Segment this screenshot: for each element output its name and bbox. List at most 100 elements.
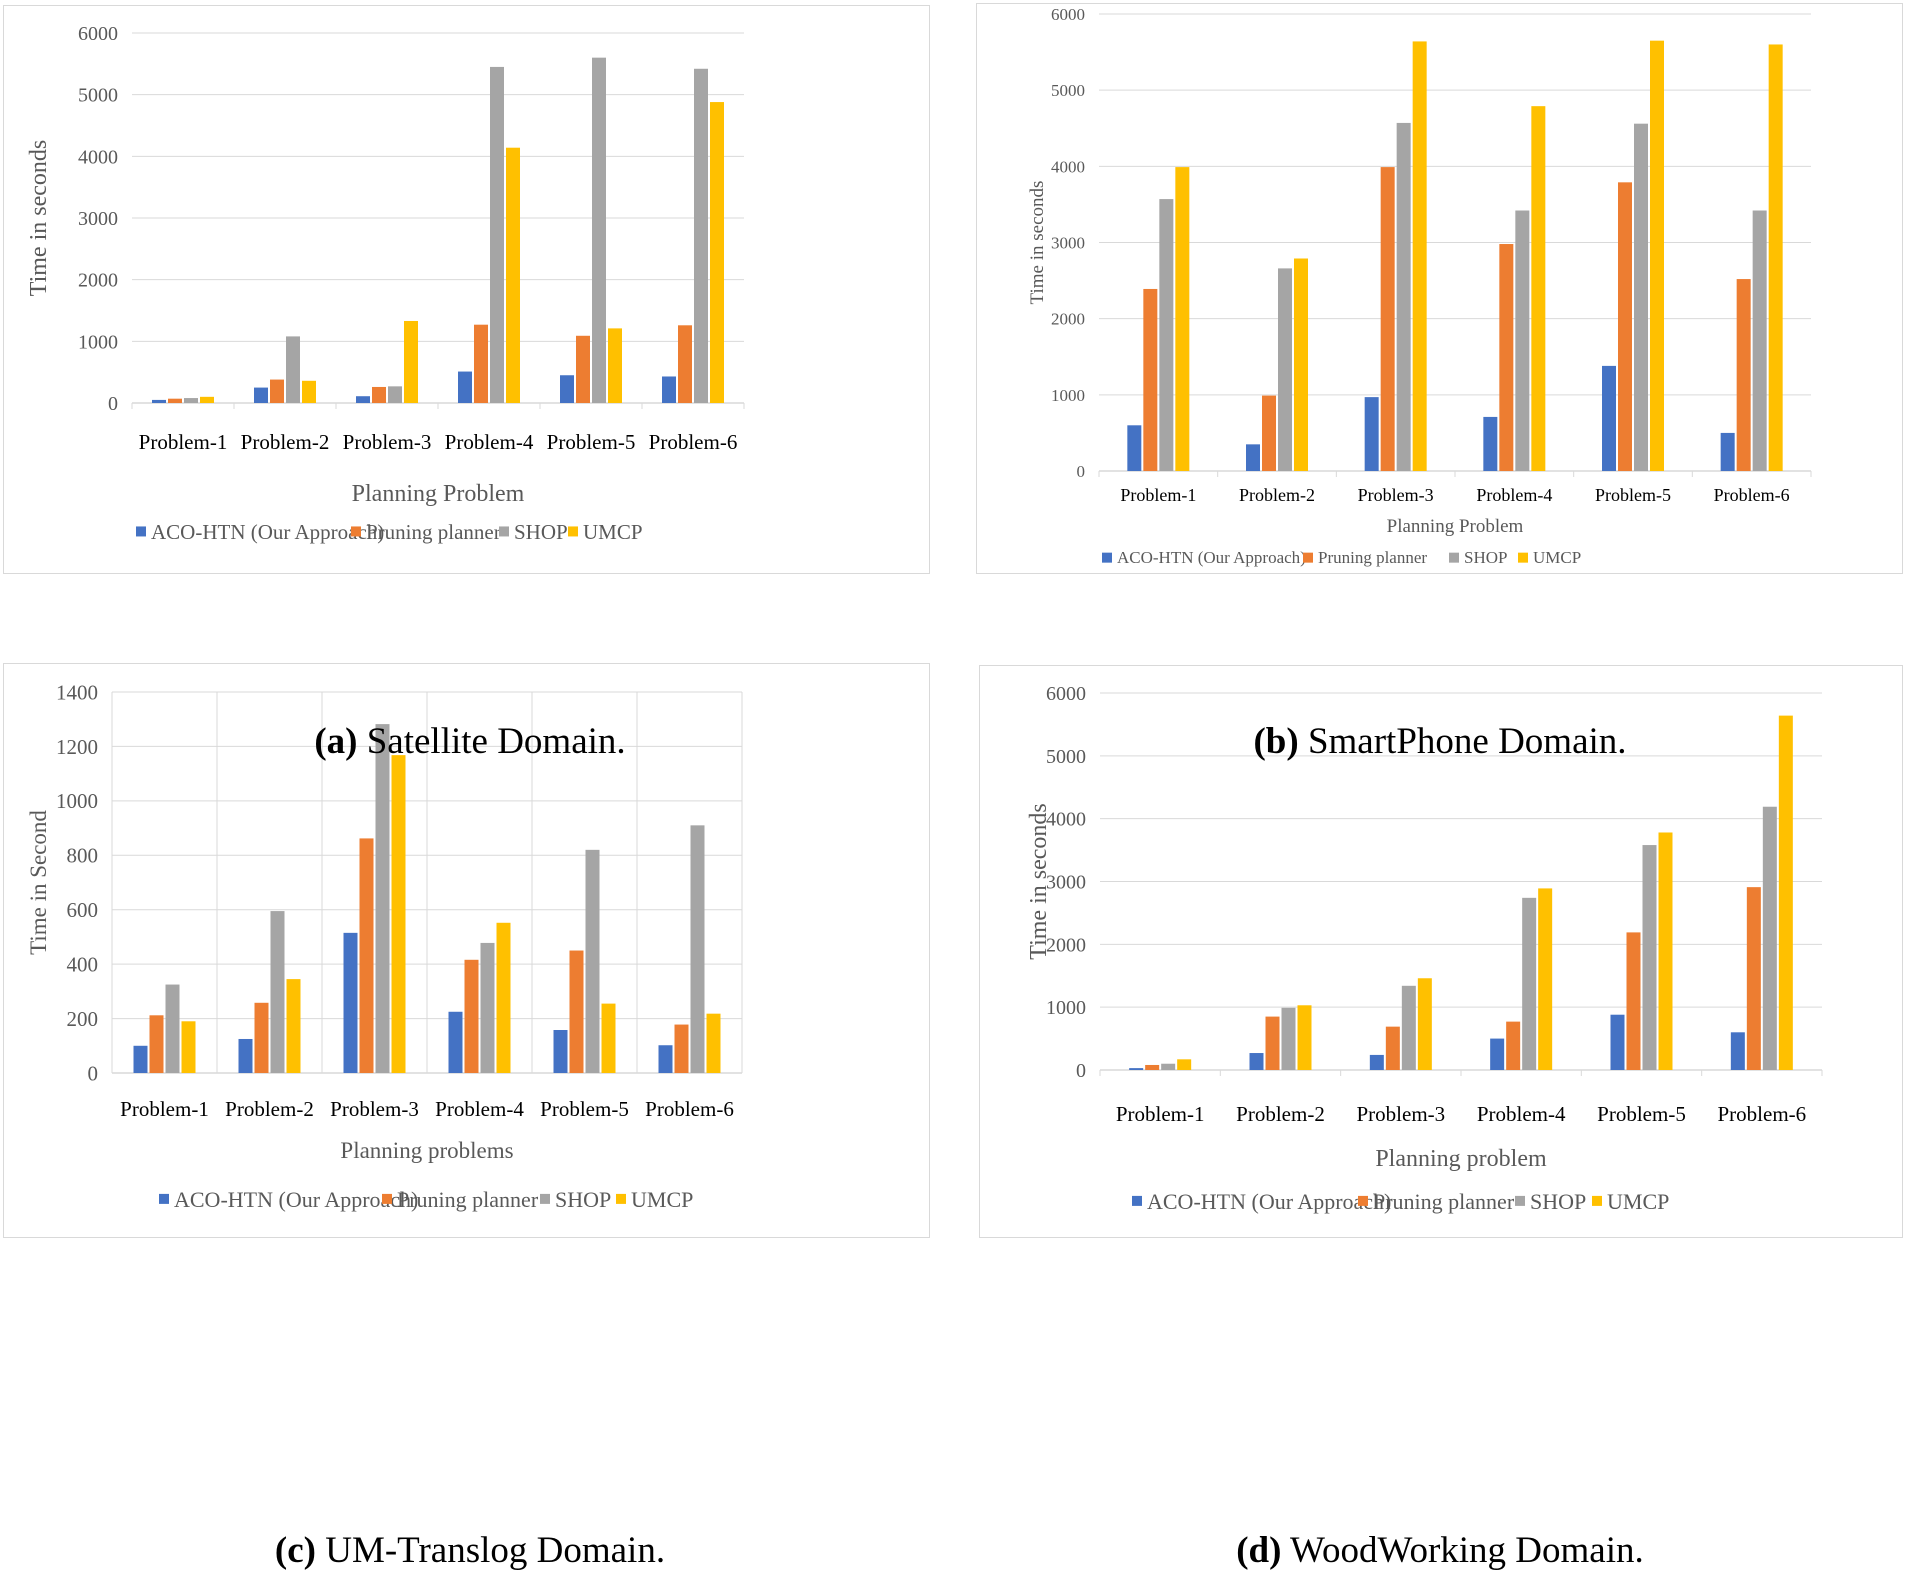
y-tick-label: 1200 [56, 735, 98, 759]
x-tick-label: Problem-2 [225, 1097, 314, 1121]
x-axis-title: Planning Problem [1387, 516, 1524, 537]
bar-aco-htn-our-approach-problem-5 [1602, 365, 1616, 471]
legend-swatch-pruning-planner [351, 526, 361, 537]
bar-aco-htn-our-approach-problem-3 [343, 932, 358, 1073]
legend-swatch-shop [540, 1193, 550, 1204]
y-tick-label: 1400 [56, 680, 98, 704]
y-tick-label: 200 [67, 1007, 99, 1031]
bar-shop-problem-5 [592, 57, 606, 404]
legend-swatch-shop [499, 526, 509, 537]
bar-shop-problem-2 [1281, 1007, 1296, 1070]
chart-b: 0 1000 2000 3000 4000 5000 6000 Problem-1 Proble… [1027, 5, 1812, 567]
legend-label-pruning-planner: Pruning planner [1373, 1189, 1515, 1214]
legend-label-pruning-planner: Pruning planner [1318, 548, 1427, 567]
legend-label-umcp: UMCP [583, 520, 643, 544]
x-tick-label: Problem-3 [330, 1097, 419, 1121]
y-tick-label: 6000 [1051, 5, 1085, 24]
legend-label-shop: SHOP [555, 1187, 611, 1212]
bar-shop-problem-1 [1161, 1063, 1176, 1070]
bar-umcp-problem-6 [710, 102, 724, 404]
bar-shop-problem-1 [165, 984, 180, 1073]
caption-d-letter: (d) [1236, 1530, 1282, 1571]
y-tick-label: 1000 [1046, 997, 1086, 1019]
y-axis-title: Time in Second [26, 810, 51, 955]
x-tick-label: Problem-1 [1116, 1102, 1205, 1126]
caption-a: (a) Satellite Domain. [0, 720, 940, 763]
y-tick-label: 4000 [78, 146, 118, 168]
legend-label-aco-htn-our-approach: ACO-HTN (Our Approach) [151, 520, 384, 544]
x-tick-label: Problem-5 [1597, 1102, 1686, 1126]
y-axis-title: Time in seconds [26, 140, 52, 296]
legend-label-aco-htn-our-approach: ACO-HTN (Our Approach) [1117, 548, 1306, 567]
legend-label-umcp: UMCP [1533, 548, 1581, 567]
legend-swatch-pruning-planner [382, 1193, 392, 1204]
legend-label-shop: SHOP [1464, 548, 1507, 567]
x-axis-title: Planning problems [340, 1138, 513, 1163]
bar-aco-htn-our-approach-problem-3 [1369, 1054, 1384, 1070]
legend-label-shop: SHOP [514, 520, 568, 544]
bar-pruning-planner-problem-2 [270, 379, 284, 403]
bar-aco-htn-our-approach-problem-6 [662, 376, 676, 403]
bar-umcp-problem-4 [1531, 106, 1546, 471]
y-tick-label: 6000 [1046, 683, 1086, 705]
bar-shop-problem-3 [1396, 122, 1411, 471]
y-tick-label: 3000 [1046, 872, 1086, 894]
chart-a: 0 1000 2000 3000 4000 5000 6000 Problem-1 Proble… [26, 23, 745, 544]
bar-pruning-planner-problem-1 [1143, 288, 1158, 471]
bar-umcp-problem-5 [1650, 40, 1664, 472]
bar-pruning-planner-problem-1 [168, 398, 182, 403]
bar-umcp-problem-3 [404, 320, 418, 403]
legend-swatch-aco-htn-our-approach [1102, 552, 1112, 563]
bar-pruning-planner-problem-6 [678, 325, 692, 403]
y-axis-title: Time in seconds [1026, 803, 1052, 959]
legend-swatch-pruning-planner [1303, 552, 1313, 563]
bar-umcp-problem-5 [601, 1003, 616, 1073]
y-tick-label: 1000 [78, 331, 118, 353]
x-tick-label: Problem-5 [540, 1097, 629, 1121]
bar-umcp-problem-5 [608, 328, 622, 403]
caption-c: (c) UM-Translog Domain. [0, 1529, 940, 1572]
bar-pruning-planner-problem-2 [1262, 395, 1276, 471]
legend-swatch-shop [1449, 552, 1459, 563]
chart-panel-a: 0 1000 2000 3000 4000 5000 6000 Problem-1 Proble… [3, 5, 930, 574]
y-tick-label: 600 [67, 898, 99, 922]
bar-aco-htn-our-approach-problem-6 [658, 1045, 673, 1073]
bar-shop-problem-3 [388, 386, 402, 403]
legend-label-aco-htn-our-approach: ACO-HTN (Our Approach) [174, 1187, 418, 1212]
x-tick-label: Problem-1 [120, 1097, 209, 1121]
bar-pruning-planner-problem-1 [149, 1015, 164, 1073]
bar-pruning-planner-problem-5 [1618, 182, 1632, 471]
bar-umcp-problem-4 [506, 147, 520, 403]
y-tick-label: 0 [108, 393, 118, 415]
bar-aco-htn-our-approach-problem-2 [1246, 444, 1260, 471]
bar-shop-problem-5 [585, 849, 600, 1073]
bar-shop-problem-5 [1642, 845, 1657, 1070]
x-tick-label: Problem-4 [1476, 485, 1552, 505]
bar-pruning-planner-problem-4 [1506, 1021, 1521, 1070]
bar-shop-problem-6 [1762, 806, 1777, 1070]
bar-pruning-planner-problem-6 [1736, 279, 1751, 471]
x-tick-label: Problem-5 [547, 430, 636, 454]
bar-aco-htn-our-approach-problem-5 [553, 1030, 568, 1073]
x-tick-label: Problem-4 [1477, 1102, 1566, 1126]
y-tick-label: 2000 [1051, 310, 1085, 329]
bar-aco-htn-our-approach-problem-4 [1483, 416, 1498, 471]
bar-aco-htn-our-approach-problem-5 [1610, 1014, 1625, 1070]
y-tick-label: 0 [88, 1061, 99, 1085]
bar-pruning-planner-problem-6 [1746, 887, 1761, 1070]
bar-umcp-problem-4 [496, 922, 511, 1073]
x-tick-label: Problem-4 [445, 430, 534, 454]
x-axis-title: Planning problem [1375, 1146, 1547, 1172]
y-tick-label: 6000 [78, 23, 118, 45]
y-tick-label: 3000 [78, 208, 118, 230]
x-tick-label: Problem-6 [645, 1097, 734, 1121]
bar-aco-htn-our-approach-problem-1 [152, 399, 166, 403]
bar-aco-htn-our-approach-problem-3 [1364, 397, 1379, 471]
legend-label-shop: SHOP [1530, 1189, 1586, 1214]
bar-pruning-planner-problem-5 [576, 335, 590, 403]
y-tick-label: 400 [67, 952, 99, 976]
bar-umcp-problem-2 [302, 380, 316, 403]
legend-swatch-aco-htn-our-approach [136, 526, 146, 537]
bar-aco-htn-our-approach-problem-6 [1730, 1032, 1745, 1070]
x-tick-label: Problem-3 [343, 430, 432, 454]
